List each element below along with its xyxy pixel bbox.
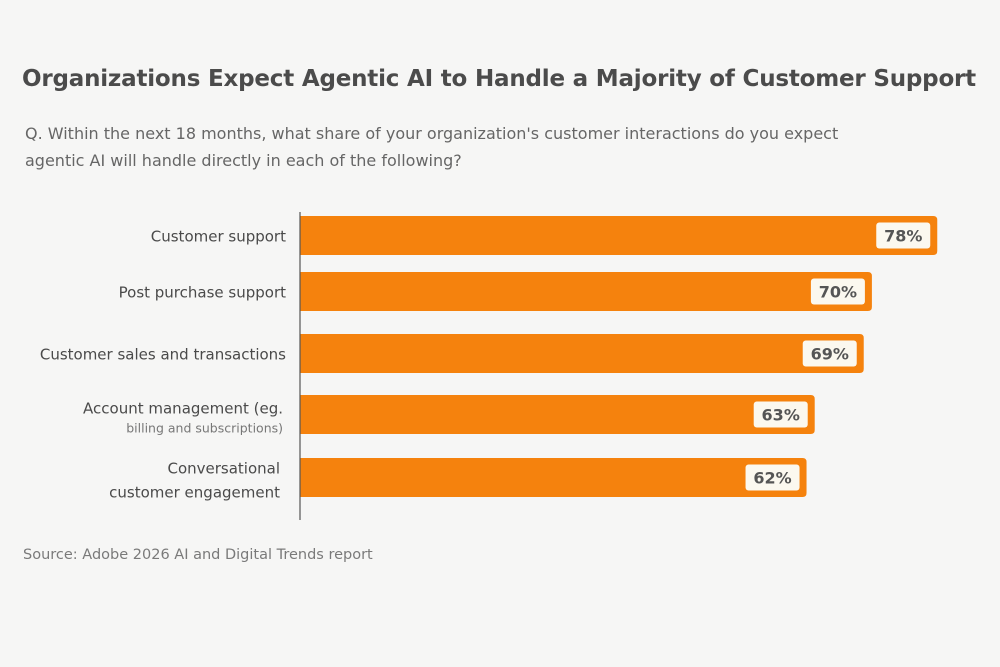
category-label: Customer support [151,228,286,246]
bar-5 [300,458,807,497]
bar-4 [300,395,815,434]
value-label: 70% [819,283,857,302]
bar-2 [300,272,872,311]
source-note: Source: Adobe 2026 AI and Digital Trends… [23,547,373,563]
value-label-box [802,340,857,367]
bar-3 [300,334,864,373]
survey-question: Q. Within the next 18 months, what share… [25,124,839,170]
category-label: Conversational [167,460,280,478]
value-label: 78% [884,227,922,246]
category-label: customer engagement [109,484,280,502]
category-label: Post purchase support [119,284,286,302]
category-sublabel: billing and subscriptions) [126,421,283,436]
value-label-box [810,278,865,305]
value-label-box [753,401,808,428]
value-label-box [876,222,931,249]
value-label: 63% [762,406,800,425]
value-label-box [745,464,800,491]
value-label: 62% [753,469,791,488]
bar-1 [300,216,938,255]
chart-title: Organizations Expect Agentic AI to Handl… [22,66,976,92]
category-label: Customer sales and transactions [40,346,286,364]
category-label: Account management (eg. [83,400,283,418]
value-label: 69% [811,345,849,364]
